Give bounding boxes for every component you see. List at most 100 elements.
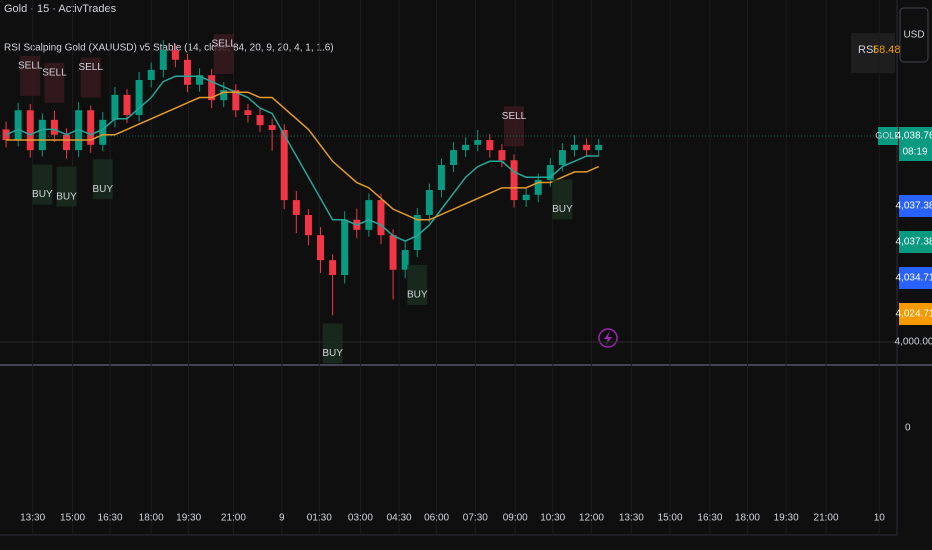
rsi-label: RSI [858,44,876,56]
signal-label: SELL [212,39,237,50]
signal-box [44,62,65,103]
currency-button[interactable] [899,7,929,63]
signal-label: BUY [93,184,114,195]
candle-body [304,214,312,236]
candle-body [63,134,71,151]
candle-body [510,160,518,201]
x-tick-label: 10:30 [540,513,565,524]
candle-body [534,179,542,195]
candle-body [583,144,591,151]
candle-body [522,194,530,201]
candle-body [50,119,58,135]
indicator-tag [899,195,932,217]
x-tick-label: 18:00 [735,513,760,524]
x-tick-label: 10 [874,513,886,524]
candle-body [341,219,349,276]
signal-box [322,323,343,364]
signal-box [80,57,101,98]
signal-box [56,166,77,207]
candle-body [437,165,445,190]
x-tick-label: 21:00 [221,513,246,524]
indicator-tag-label: 4,024.71 [896,309,932,320]
candle-body [208,75,216,101]
candle-body [486,140,494,151]
x-tick-label: 19:30 [176,513,201,524]
x-tick-label: 9 [279,513,285,524]
indicator-tag-label: 4,037.38 [896,201,932,212]
price-tag-label: 4,038.76 [896,131,932,142]
candle-body [26,110,34,151]
moving-average [6,91,599,221]
candle-body [570,144,578,151]
candle-body [14,110,22,141]
indicator-tag [899,303,932,325]
moving-average [5,75,599,242]
candle-body [111,94,119,120]
signal-label: BUY [56,191,77,202]
x-tick-label: 01:30 [307,513,332,524]
y-tick-label: 4,000.00 [895,337,932,348]
x-tick-label: 15:00 [60,513,85,524]
event-icon[interactable] [598,328,618,348]
candle-body [268,125,276,130]
candle-body [159,50,167,70]
signal-label: BUY [32,189,53,200]
candle-body [317,235,325,261]
candle-body [413,214,421,251]
price-tag [899,126,932,161]
candle-body [38,119,46,151]
candle-body [183,59,191,85]
x-tick-label: 19:30 [774,513,799,524]
x-tick-label: 07:30 [463,513,488,524]
signal-box [20,55,41,96]
x-tick-label: 03:00 [348,513,373,524]
x-tick-label: 18:00 [139,513,164,524]
candle-body [365,200,373,230]
lower-pane-label: 0 [905,423,911,434]
x-tick-label: 16:30 [98,513,123,524]
candle-body [147,69,155,80]
signal-box [32,164,53,205]
chart-title: Gold · 15 · ActivTrades [4,3,117,15]
candle-body [474,140,482,145]
signal-label: BUY [322,348,343,359]
signal-box [552,179,573,220]
signal-label: BUY [552,204,573,215]
currency-label[interactable]: USD [903,30,924,41]
signal-label: SELL [18,61,43,72]
signal-label: SELL [42,67,67,78]
x-tick-label: 21:00 [814,513,839,524]
signal-box [213,34,234,75]
indicator-tag [899,267,932,289]
symbol-tag [878,126,898,145]
candle-body [292,200,300,215]
x-tick-label: 15:00 [658,513,683,524]
candle-body [546,165,554,180]
indicator-tag [899,231,932,253]
signal-box [92,159,113,200]
indicator-tag-label: 4,034.71 [896,273,932,284]
candle-body [135,79,143,116]
candle-body [389,235,397,270]
rsi-box [851,33,895,73]
candle-body [425,189,433,215]
signal-box [407,264,428,305]
candle-body [329,260,337,276]
signal-label: SELL [78,62,103,73]
candle-body [280,129,288,201]
x-tick-label: 06:00 [424,513,449,524]
candle-body [244,110,252,116]
candle-body [558,150,566,166]
rsi-value: 58.48 [873,44,901,56]
candle-body [196,75,204,85]
x-tick-label: 13:30 [20,513,45,524]
countdown: 08:19 [902,147,927,158]
signal-label: SELL [502,111,527,122]
candle-body [123,94,131,116]
candle-body [232,90,240,111]
candle-body [498,150,506,161]
candle-body [87,110,95,145]
candle-body [401,250,409,270]
x-tick-label: 12:00 [579,513,604,524]
